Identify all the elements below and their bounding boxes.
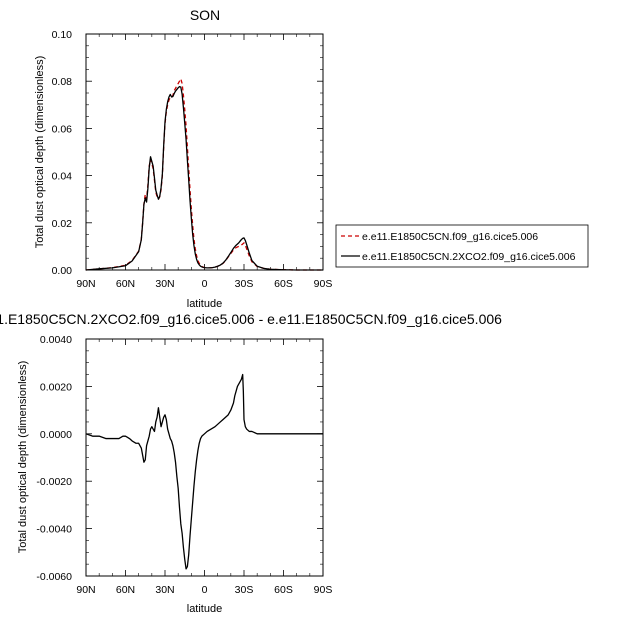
top-chart-ytick-label: 0.06 bbox=[52, 123, 73, 135]
difference-chart-ytick-label: -0.0060 bbox=[36, 571, 72, 583]
difference-chart-axes: 90N 60N 30N 0 30S 60S 90S -0.0060 -0.0040 -0.0020… bbox=[36, 334, 332, 596]
top-chart-series-line-0 bbox=[85, 78, 323, 271]
difference-chart-xtick-label: 90N bbox=[76, 584, 95, 596]
panel-top-chart: SON 90N 60N 30N 0 30S 60S 90S 0.00 0.02 0.04 0.06 0… bbox=[34, 7, 332, 310]
legend-box bbox=[335, 224, 589, 268]
difference-chart-ytick-label: 0.0020 bbox=[40, 381, 72, 393]
top-chart-ytick-label: 0.02 bbox=[52, 218, 73, 230]
top-chart-frame bbox=[85, 33, 324, 271]
difference-chart-xtick-label: 30N bbox=[155, 584, 174, 596]
top-chart-title: SON bbox=[190, 7, 220, 23]
legend-label-control: e.e11.E1850C5CN.f09_g16.cice5.006 bbox=[362, 231, 538, 243]
difference-chart-ytick-label: -0.0020 bbox=[36, 476, 72, 488]
difference-chart-xtick-label: 30S bbox=[235, 584, 254, 596]
top-chart-legend: e.e11.E1850C5CN.f09_g16.cice5.006 e.e11.… bbox=[335, 224, 589, 268]
top-chart-series-line-1 bbox=[85, 85, 323, 271]
difference-chart-frame bbox=[85, 338, 324, 577]
difference-chart-xlabel: latitude bbox=[187, 603, 222, 615]
top-chart-xtick-label: 60N bbox=[116, 278, 135, 290]
top-chart-ytick-label: 0.10 bbox=[52, 29, 73, 41]
difference-chart-ytick-label: -0.0040 bbox=[36, 524, 72, 536]
difference-chart-xtick-label: 60S bbox=[274, 584, 293, 596]
difference-chart-xtick-label: 0 bbox=[202, 584, 208, 596]
difference-chart-xtick-label: 60N bbox=[116, 584, 135, 596]
top-chart-xtick-label: 30S bbox=[235, 278, 254, 290]
panel-difference-chart: e.e11.E1850C5CN.2XCO2.f09_g16.cice5.006 … bbox=[0, 311, 502, 615]
legend-label-2xco2: e.e11.E1850C5CN.2XCO2.f09_g16.cice5.006 bbox=[362, 251, 576, 263]
top-chart-ylabel: Total dust optical depth (dimensionless) bbox=[34, 56, 46, 249]
top-chart-axes: 90N 60N 30N 0 30S 60S 90S 0.00 0.02 0.04 0.06 0.08 0… bbox=[52, 29, 333, 290]
top-chart-xtick-label: 90S bbox=[314, 278, 333, 290]
difference-chart-ytick-label: 0.0040 bbox=[40, 334, 72, 346]
difference-chart-ylabel: Total dust optical depth (dimensionless) bbox=[17, 361, 29, 554]
top-chart-xlabel: latitude bbox=[187, 298, 222, 310]
difference-chart-title: e.e11.E1850C5CN.2XCO2.f09_g16.cice5.006 … bbox=[0, 311, 502, 327]
top-chart-xtick-label: 30N bbox=[155, 278, 174, 290]
top-chart-ytick-label: 0.04 bbox=[52, 171, 73, 183]
difference-chart-series bbox=[85, 373, 323, 570]
difference-chart-xtick-label: 90S bbox=[314, 584, 333, 596]
top-chart-ytick-label: 0.00 bbox=[52, 265, 73, 277]
difference-chart-ytick-label: 0.0000 bbox=[40, 429, 72, 441]
difference-chart-series-line-0 bbox=[85, 373, 323, 570]
top-chart-series bbox=[85, 78, 323, 271]
top-chart-xtick-label: 0 bbox=[202, 278, 208, 290]
top-chart-xtick-label: 60S bbox=[274, 278, 293, 290]
top-chart-xtick-label: 90N bbox=[76, 278, 95, 290]
top-chart-ytick-label: 0.08 bbox=[52, 76, 73, 88]
